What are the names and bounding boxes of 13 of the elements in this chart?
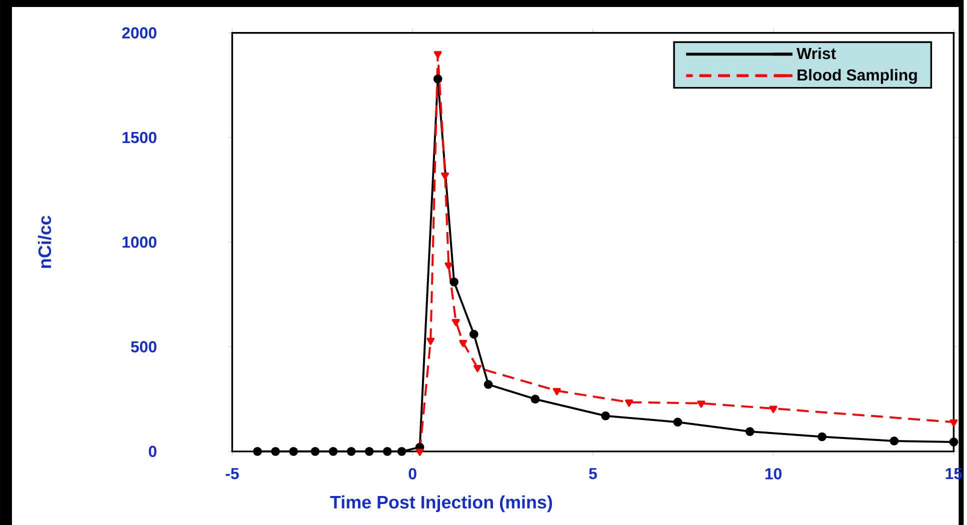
x-tick-label: 5 — [589, 468, 597, 480]
y-tick-label: 1500 — [122, 132, 156, 144]
y-tick-label: 1000 — [122, 236, 156, 248]
y-tick-label: 500 — [130, 341, 156, 352]
y-axis-title: nCi/cc — [38, 216, 52, 268]
y-tick-label: 0 — [148, 446, 156, 457]
x-tick-label: -5 — [226, 468, 239, 480]
y-tick-label: 2000 — [122, 27, 156, 38]
x-axis-title: Time Post Injection (mins) — [330, 495, 552, 512]
x-tick-label: 10 — [765, 468, 782, 480]
x-tick-label: 0 — [408, 468, 416, 480]
legend-label: Wrist — [796, 47, 836, 60]
legend-label: Blood Sampling — [798, 68, 917, 84]
